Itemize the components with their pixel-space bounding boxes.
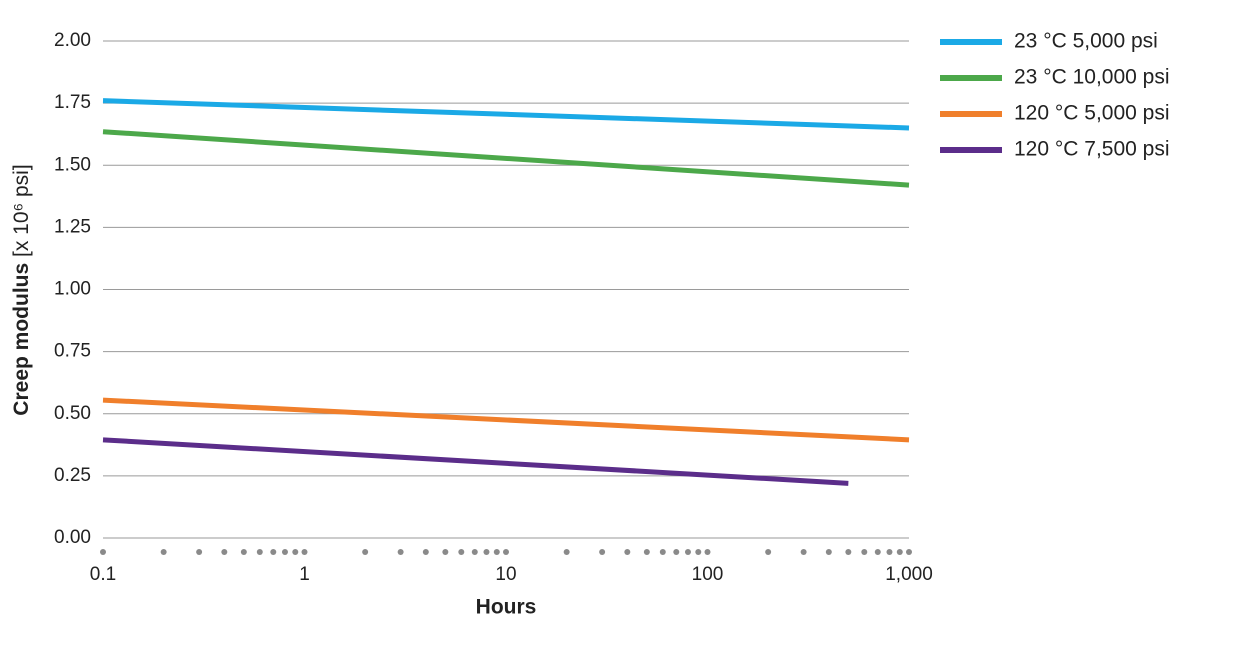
x-minor-tick [458, 549, 465, 555]
series-line [102, 397, 910, 443]
x-minor-tick [397, 549, 404, 555]
x-tick-label: 1,000 [885, 564, 933, 585]
series-line [102, 129, 910, 188]
x-minor-tick [256, 549, 263, 555]
x-tick-label: 1 [299, 564, 310, 585]
y-tick-label: 0.00 [54, 527, 91, 548]
y-tick-label: 1.00 [54, 279, 91, 300]
legend-label: 23 °C 10,000 psi [1014, 66, 1170, 89]
y-tick-label: 1.50 [54, 154, 91, 175]
x-axis-label: Hours [476, 596, 537, 619]
x-minor-tick [160, 549, 167, 555]
x-minor-tick [301, 549, 308, 555]
series-line [102, 437, 849, 486]
x-minor-tick [599, 549, 606, 555]
x-tick-label: 0.1 [90, 564, 116, 585]
x-minor-tick [483, 549, 490, 555]
x-minor-tick [704, 549, 711, 555]
x-minor-tick [861, 549, 868, 555]
x-minor-tick [825, 549, 832, 555]
y-tick-label: 0.50 [54, 403, 91, 424]
y-axis-label-unit: [x 10⁶ psi] [10, 164, 33, 257]
y-tick-label: 2.00 [54, 30, 91, 51]
x-minor-tick [896, 549, 903, 555]
x-minor-tick [874, 549, 881, 555]
x-minor-tick [765, 549, 772, 555]
legend-label: 120 °C 7,500 psi [1014, 138, 1170, 161]
x-minor-tick [422, 549, 429, 555]
x-minor-tick [270, 549, 277, 555]
y-tick-label: 0.75 [54, 341, 91, 362]
x-minor-tick [503, 549, 509, 555]
x-minor-tick [292, 549, 299, 555]
x-minor-tick [845, 549, 852, 555]
x-minor-tick [493, 549, 500, 555]
x-minor-tick [695, 549, 702, 555]
x-tick-label: 10 [495, 564, 516, 585]
x-minor-tick [906, 549, 912, 555]
x-minor-tick [196, 549, 203, 555]
y-tick-label: 1.75 [54, 92, 91, 113]
x-minor-tick [100, 549, 106, 555]
x-minor-tick [471, 549, 478, 555]
x-minor-tick [362, 549, 369, 555]
x-minor-tick [442, 549, 449, 555]
series-line [102, 98, 910, 131]
x-minor-tick [281, 549, 288, 555]
x-minor-tick [673, 549, 680, 555]
x-minor-tick [659, 549, 666, 555]
y-axis-label: Creep modulus [x 10⁶ psi] [10, 164, 33, 415]
legend-label: 120 °C 5,000 psi [1014, 102, 1170, 125]
y-axis-label-main: Creep modulus [10, 263, 33, 416]
x-minor-tick [800, 549, 807, 555]
x-minor-tick [624, 549, 631, 555]
x-minor-tick [240, 549, 247, 555]
x-minor-tick [684, 549, 691, 555]
y-tick-label: 1.25 [54, 216, 91, 237]
y-tick-label: 0.25 [54, 465, 91, 486]
x-minor-tick [643, 549, 650, 555]
x-minor-tick [221, 549, 228, 555]
legend-label: 23 °C 5,000 psi [1014, 30, 1158, 53]
x-minor-tick [563, 549, 570, 555]
x-tick-label: 100 [692, 564, 724, 585]
x-minor-tick [886, 549, 893, 555]
